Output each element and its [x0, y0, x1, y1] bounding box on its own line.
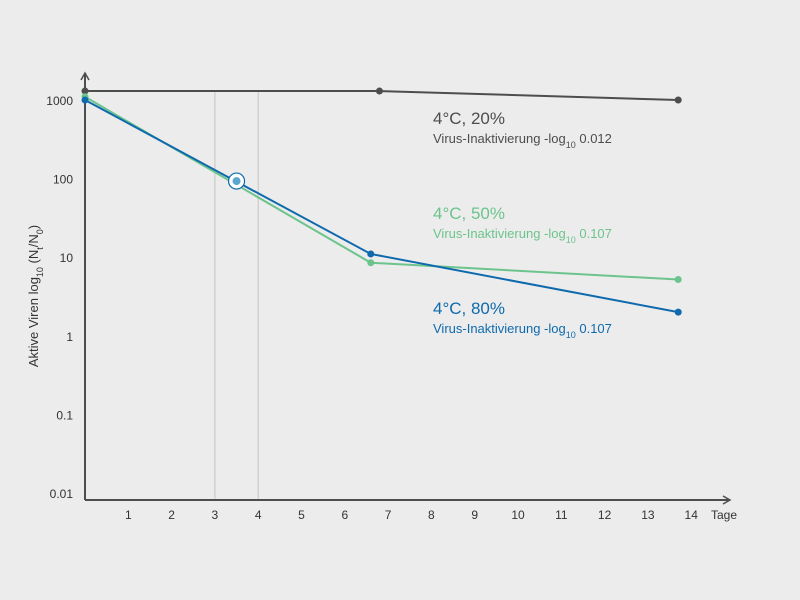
series-1-subtitle: Virus-Inaktivierung -log10 0.012	[433, 131, 612, 150]
x-tick-label: 9	[471, 508, 478, 522]
series-3-point	[81, 96, 89, 104]
x-tick-label: 3	[212, 508, 219, 522]
annotations: 4°C, 20% Virus-Inaktivierung -log10 0.012…	[433, 109, 612, 340]
series-2-point	[367, 259, 375, 267]
x-axis-arrow	[722, 495, 732, 505]
x-tick-label: 8	[428, 508, 435, 522]
series-1-point	[674, 96, 682, 104]
y-axis-label: Aktive Viren log10 (Nt/N0)	[26, 225, 45, 367]
series-1-title: 4°C, 20%	[433, 109, 505, 128]
series-2-point	[674, 276, 682, 284]
series-1-point	[81, 87, 89, 95]
series-3-point	[367, 250, 375, 258]
x-unit-label: Tage	[711, 508, 737, 522]
highlight-band	[214, 92, 259, 500]
series-3-point	[674, 308, 682, 316]
y-axis-arrow	[80, 71, 90, 81]
series-1-point	[375, 87, 383, 95]
y-tick-label: 1	[66, 330, 73, 344]
series-3-subtitle: Virus-Inaktivierung -log10 0.107	[433, 321, 612, 340]
y-tick-label: 1000	[46, 94, 73, 108]
y-tick-label: 100	[53, 173, 73, 187]
x-tick-label: 11	[555, 508, 568, 522]
y-tick-label: 0.1	[56, 408, 73, 422]
x-tick-label: 12	[598, 508, 612, 522]
series-2-line	[84, 95, 679, 281]
x-tick-label: 2	[168, 508, 175, 522]
axes	[80, 71, 732, 505]
x-tick-label: 6	[341, 508, 348, 522]
x-tick-label: 1	[125, 508, 132, 522]
series	[81, 87, 682, 316]
x-tick-label: 4	[255, 508, 262, 522]
x-tick-label: 13	[641, 508, 655, 522]
x-tick-label: 7	[385, 508, 392, 522]
y-tick-label: 10	[60, 251, 74, 265]
series-2-title: 4°C, 50%	[433, 204, 505, 223]
series-3-title: 4°C, 80%	[433, 299, 505, 318]
x-tick-label: 10	[511, 508, 525, 522]
x-tick-label: 14	[685, 508, 699, 522]
highlight-marker-dot	[232, 177, 241, 186]
y-tick-label: 0.01	[50, 487, 74, 501]
series-2-subtitle: Virus-Inaktivierung -log10 0.107	[433, 226, 612, 245]
x-tick-label: 5	[298, 508, 305, 522]
